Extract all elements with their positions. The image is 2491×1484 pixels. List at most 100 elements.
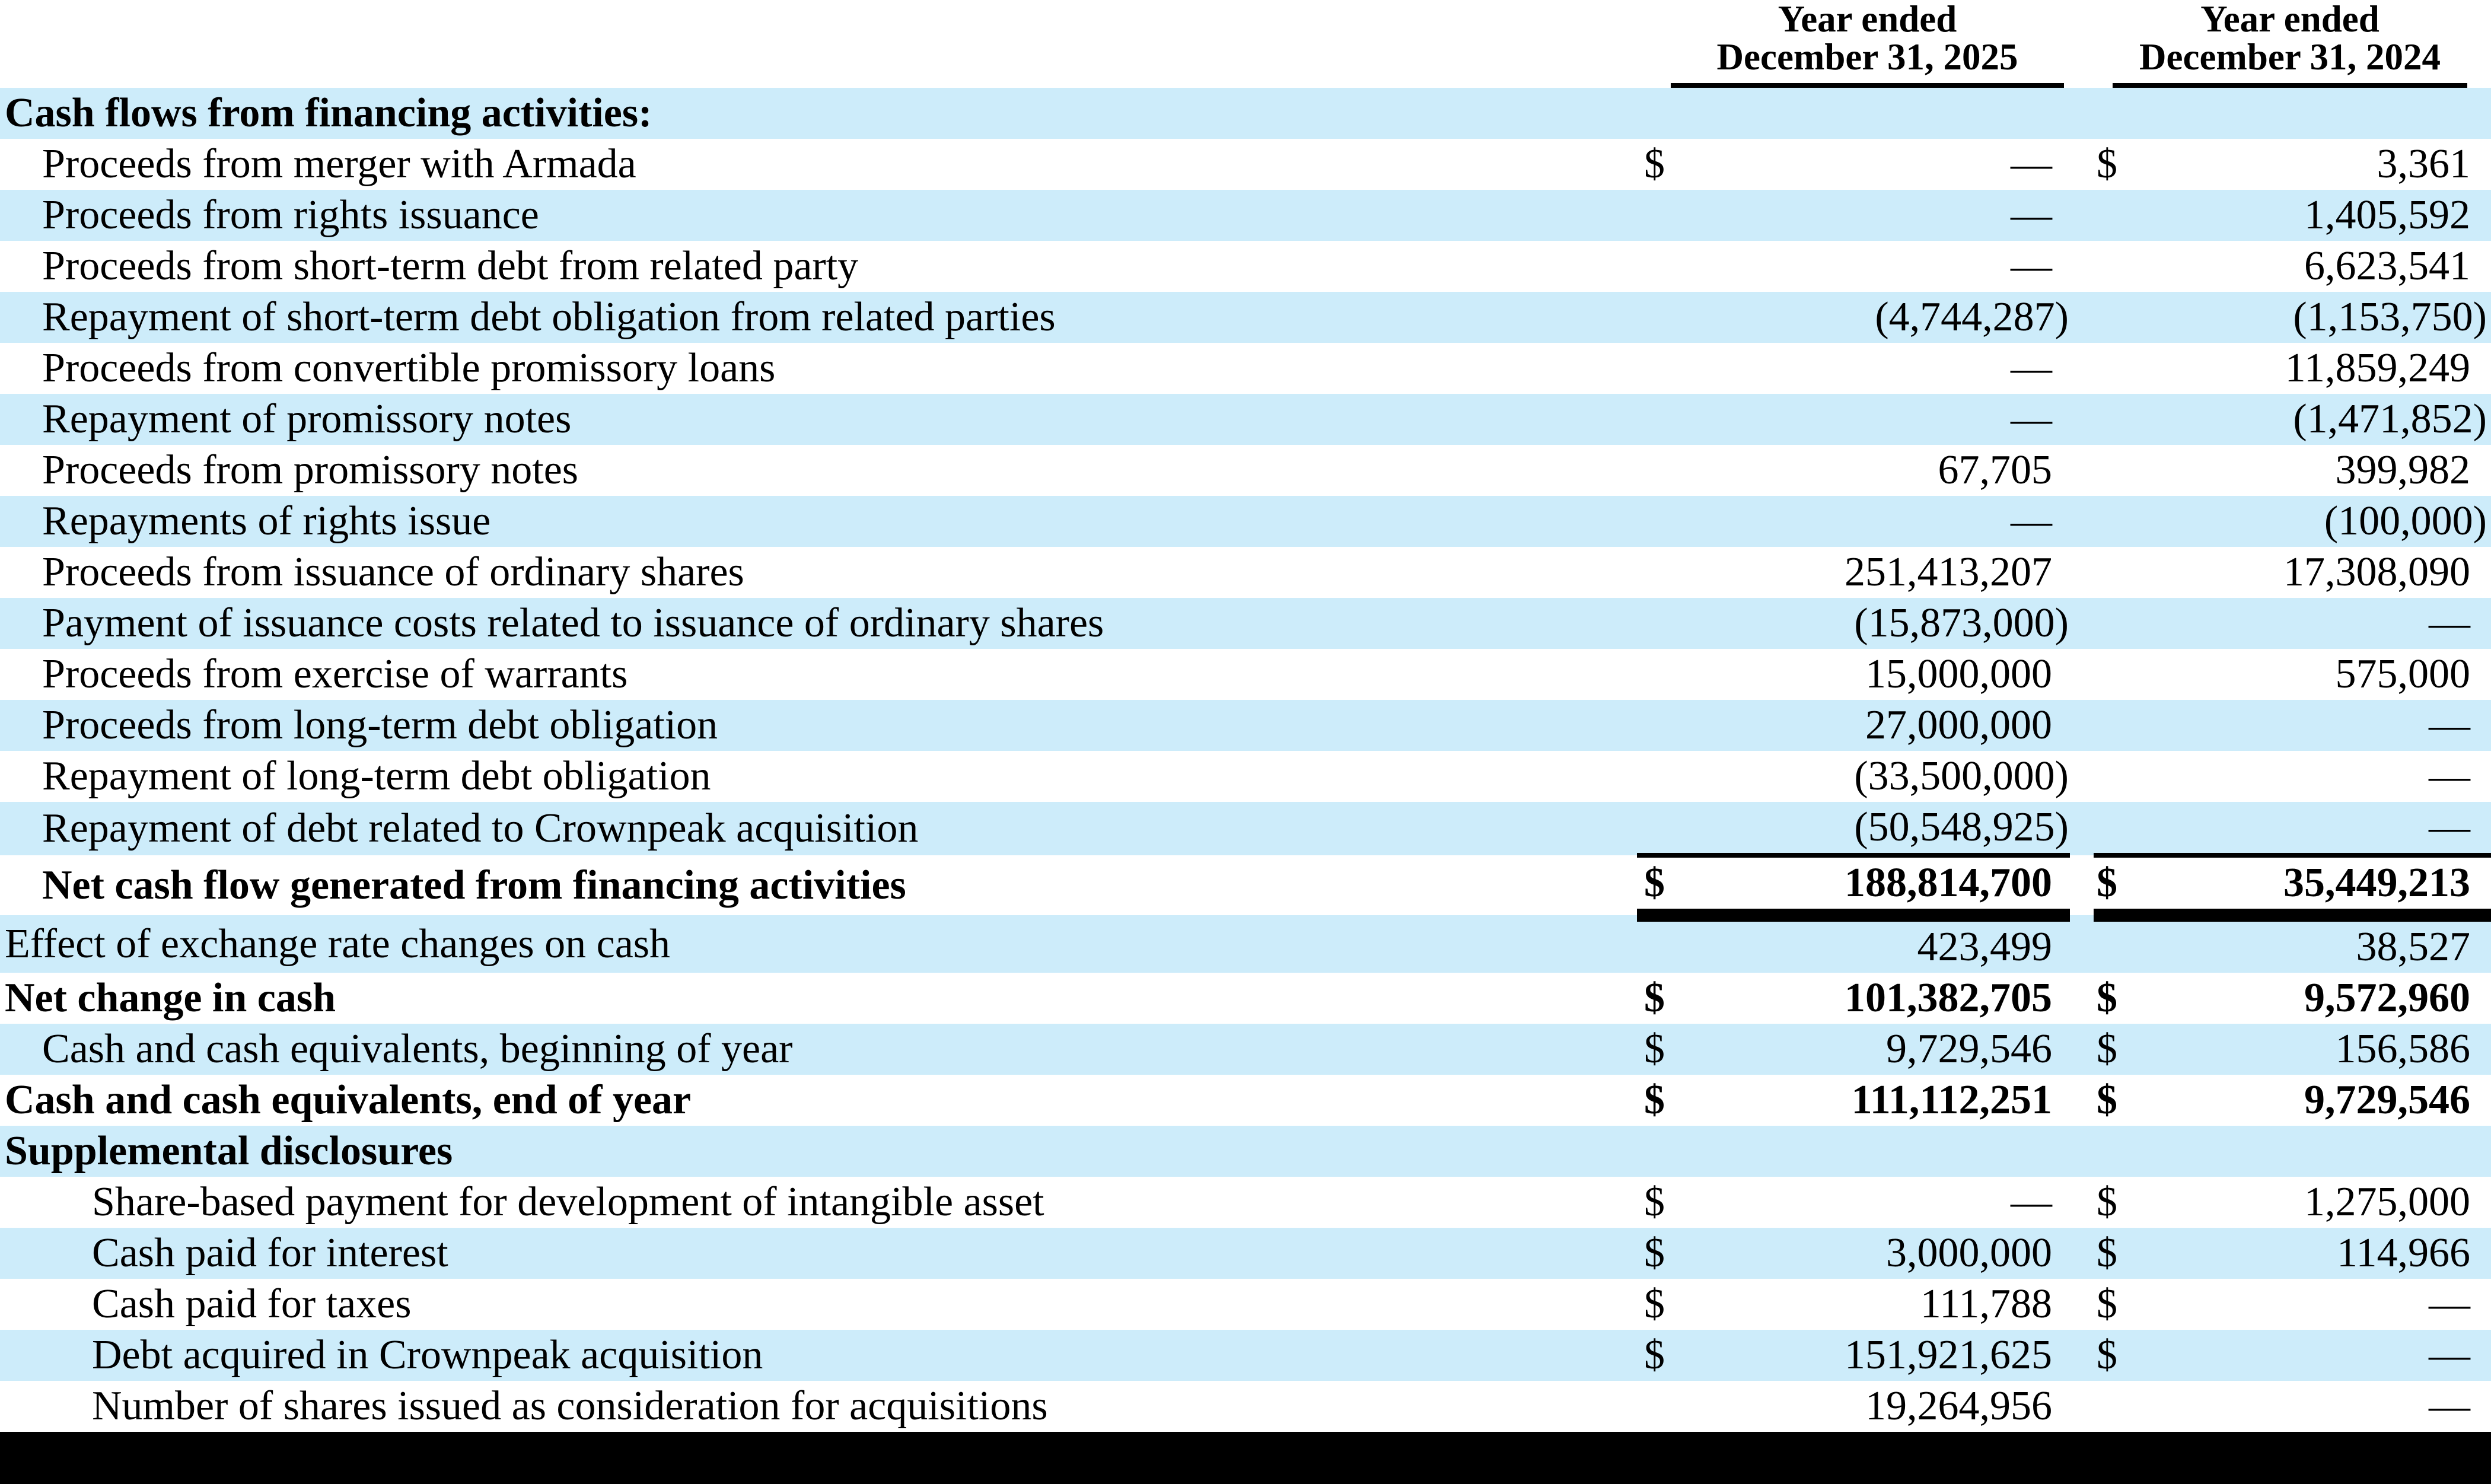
negative-value: (50,548,925) <box>1854 804 2069 850</box>
table-row: Proceeds from promissory notes 67,705 399,… <box>0 445 2491 496</box>
dollar-sign-cell-2024: $ <box>2097 975 2117 1021</box>
footer-bar <box>0 1432 2491 1484</box>
column-gap <box>2070 343 2094 394</box>
value-cell-2025: 27,000,000 <box>1865 702 2052 748</box>
column-gap <box>2070 445 2094 496</box>
dollar-sign-cell-2024: $ <box>2097 1230 2117 1276</box>
table-row: Payment of issuance costs related to iss… <box>0 598 2491 649</box>
row-label: Proceeds from merger with Armada <box>42 141 636 187</box>
table-row: Effect of exchange rate changes on cash 4… <box>0 915 2491 973</box>
row-label: Net cash flow generated from financing a… <box>42 862 906 908</box>
dollar-sign-cell-2025 <box>1637 88 1687 139</box>
row-label: Proceeds from issuance of ordinary share… <box>42 549 744 595</box>
dollar-sign-cell-2025 <box>1637 445 1687 496</box>
table-row: Repayments of rights issue — (100,000) <box>0 496 2491 547</box>
value-cell-2024: — <box>2429 1281 2470 1327</box>
row-label: Debt acquired in Crownpeak acquisition <box>92 1332 763 1378</box>
value-cell-2024: 575,000 <box>2335 651 2471 697</box>
column-gap <box>2070 1177 2094 1228</box>
dollar-sign-cell-2025 <box>1637 1381 1687 1432</box>
dollar-sign-cell-2025 <box>1637 343 1687 394</box>
column-gap <box>2070 292 2094 343</box>
column-gap <box>2070 700 2094 751</box>
value-cell-2025: 151,921,625 <box>1845 1332 2052 1378</box>
table-body: Cash flows from financing activities: Pro… <box>0 88 2491 1432</box>
dollar-sign-cell-2025: $ <box>1644 1281 1665 1327</box>
table-row: Proceeds from rights issuance — 1,405,592 <box>0 190 2491 241</box>
dollar-sign-cell-2024 <box>2094 915 2144 973</box>
value-cell-2024: 9,572,960 <box>2304 975 2470 1021</box>
dollar-sign-cell-2024 <box>2094 598 2144 649</box>
column-gap <box>2070 1279 2094 1330</box>
table-row: Proceeds from long-term debt obligation 2… <box>0 700 2491 751</box>
dollar-sign-cell-2024 <box>2094 496 2144 547</box>
value-cell-2025: — <box>2011 396 2052 442</box>
table-row: Debt acquired in Crownpeak acquisition $1… <box>0 1330 2491 1381</box>
dollar-sign-cell-2025 <box>1637 1126 1687 1177</box>
column-gap <box>2070 139 2094 190</box>
column-gap <box>2070 802 2094 855</box>
value-cell-2024 <box>2144 1126 2491 1177</box>
row-label: Supplemental disclosures <box>5 1128 453 1174</box>
value-cell-2024 <box>2144 88 2491 139</box>
dollar-sign-cell-2025 <box>1637 915 1687 973</box>
dollar-sign-cell-2025: $ <box>1644 141 1665 187</box>
dollar-sign-cell-2025 <box>1637 802 1687 858</box>
dollar-sign-cell-2024 <box>2094 445 2144 496</box>
value-cell-2025: 188,814,700 <box>1687 855 2070 922</box>
value-cell-2024: — <box>2429 753 2470 799</box>
value-cell-2025: 3,000,000 <box>1886 1230 2052 1276</box>
dollar-sign-cell-2024 <box>2094 802 2144 858</box>
value-cell-2025: 9,729,546 <box>1886 1026 2052 1072</box>
row-label: Cash and cash equivalents, beginning of … <box>42 1026 793 1072</box>
table-row: Proceeds from issuance of ordinary share… <box>0 547 2491 598</box>
value-cell-2025: — <box>2011 192 2052 238</box>
row-label: Payment of issuance costs related to iss… <box>42 600 1104 646</box>
table-row: Proceeds from merger with Armada $ — $3,361 <box>0 139 2491 190</box>
row-label: Number of shares issued as consideration… <box>92 1383 1048 1429</box>
dollar-sign-cell-2024 <box>2094 1126 2144 1177</box>
dollar-sign-cell-2024: $ <box>2097 1077 2117 1123</box>
dollar-sign-cell-2024 <box>2094 649 2144 700</box>
value-cell-2024: (1,471,852) <box>2144 394 2491 445</box>
negative-value: (33,500,000) <box>1854 753 2069 799</box>
value-cell-2025: 15,000,000 <box>1865 651 2052 697</box>
value-cell-2025: — <box>2011 1179 2052 1225</box>
cash-flow-table: Year ended December 31, 2025 Year ended … <box>0 0 2491 1432</box>
dollar-sign-cell-2024 <box>2094 292 2144 343</box>
row-label: Proceeds from long-term debt obligation <box>42 702 718 748</box>
value-cell-2024: — <box>2429 1332 2470 1378</box>
dollar-sign-cell-2025: $ <box>1644 1332 1665 1378</box>
value-cell-2024: (1,153,750) <box>2144 292 2491 343</box>
row-label: Proceeds from promissory notes <box>42 447 579 493</box>
row-label: Proceeds from short-term debt from relat… <box>42 243 859 289</box>
value-cell-2024: — <box>2429 600 2470 646</box>
column-gap <box>2070 547 2094 598</box>
negative-value: (4,744,287) <box>1875 294 2069 340</box>
dollar-sign-cell-2024 <box>2094 751 2144 802</box>
dollar-sign-cell-2024: $ <box>2097 1026 2117 1072</box>
dollar-sign-cell-2024 <box>2094 700 2144 751</box>
value-cell-2025 <box>1687 88 2070 139</box>
value-cell-2025: — <box>2011 498 2052 544</box>
dollar-sign-cell-2025 <box>1637 598 1687 649</box>
column-gap <box>2070 1381 2094 1432</box>
value-cell-2024: 9,729,546 <box>2304 1077 2470 1123</box>
negative-value: (1,471,852) <box>2293 396 2487 442</box>
dollar-sign-cell-2024: $ <box>2097 141 2117 187</box>
column-gap <box>2070 751 2094 802</box>
column-gap <box>2070 0 2094 88</box>
table-row: Proceeds from convertible promissory loa… <box>0 343 2491 394</box>
negative-value: (100,000) <box>2324 498 2487 544</box>
dollar-sign-cell-2025: $ <box>1644 1026 1665 1072</box>
dollar-sign-cell-2025: $ <box>1644 1230 1665 1276</box>
col-header-2025-line2: December 31, 2025 <box>1716 36 2018 78</box>
dollar-sign-cell-2025 <box>1637 547 1687 598</box>
column-gap <box>2070 1075 2094 1126</box>
row-label: Cash and cash equivalents, end of year <box>5 1077 692 1123</box>
dollar-sign-cell-2024 <box>2094 190 2144 241</box>
col-header-2024-line1: Year ended <box>2200 0 2379 40</box>
dollar-sign-cell-2025 <box>1637 190 1687 241</box>
value-cell-2025: 251,413,207 <box>1845 549 2052 595</box>
